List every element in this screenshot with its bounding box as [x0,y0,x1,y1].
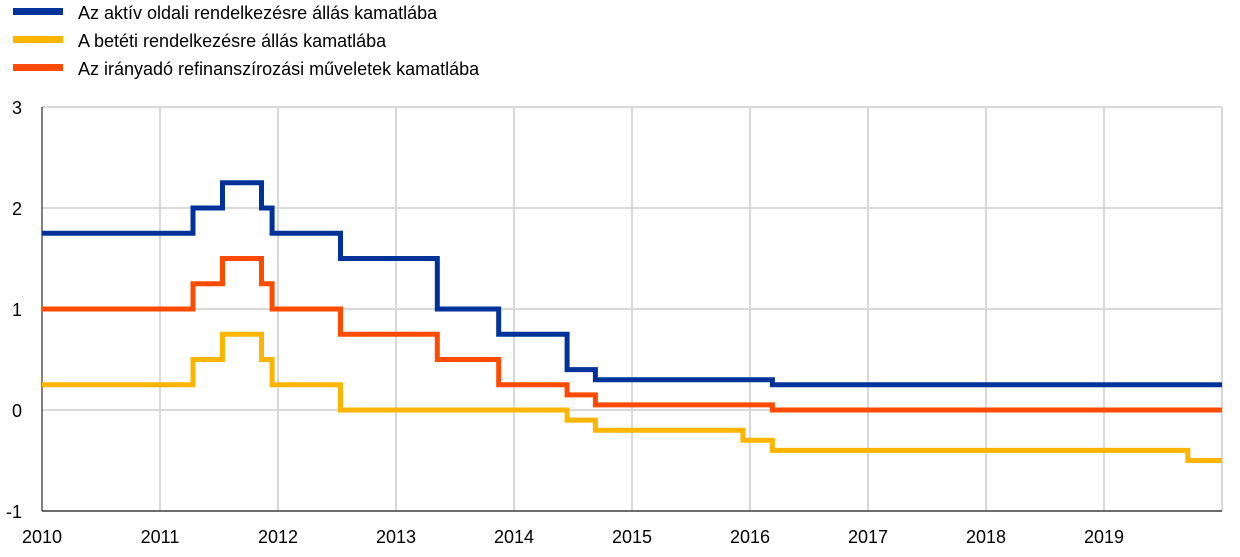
y-axis: -1 0 1 2 3 [6,98,22,522]
legend-swatch [13,8,63,15]
series-line-2 [42,331,1222,463]
legend-label: Az irányadó refinanszírozási műveletek k… [78,59,480,79]
y-tick-label: 0 [12,401,22,421]
x-tick-label: 2018 [966,527,1006,547]
series-line-3 [42,256,1222,413]
x-tick-label: 2010 [22,527,62,547]
gridlines [41,106,1223,512]
x-tick-label: 2012 [258,527,298,547]
x-tick-label: 2016 [730,527,770,547]
x-tick-label: 2014 [494,527,534,547]
series-line-1 [42,180,1222,388]
legend-label: A betéti rendelkezésre állás kamatlába [78,31,387,51]
legend-swatch [13,64,63,71]
series-lines [42,180,1222,463]
y-tick-label: 2 [12,199,22,219]
y-tick-label: 3 [12,98,22,118]
legend-item: Az irányadó refinanszírozási műveletek k… [13,59,480,79]
legend-item: Az aktív oldali rendelkezésre állás kama… [13,3,438,23]
x-axis: 2010 2011 2012 2013 2014 2015 2016 2017 2018 2019 [22,527,1124,547]
x-tick-label: 2011 [141,527,180,547]
x-tick-label: 2019 [1084,527,1124,547]
legend-swatch [13,36,63,43]
y-tick-label: 1 [12,300,22,320]
legend-item: A betéti rendelkezésre állás kamatlába [13,31,387,51]
x-tick-label: 2017 [848,527,888,547]
x-tick-label: 2013 [376,527,416,547]
legend: Az aktív oldali rendelkezésre állás kama… [13,3,480,79]
legend-label: Az aktív oldali rendelkezésre állás kama… [78,3,438,23]
y-tick-label: -1 [6,502,22,522]
x-tick-label: 2015 [612,527,652,547]
